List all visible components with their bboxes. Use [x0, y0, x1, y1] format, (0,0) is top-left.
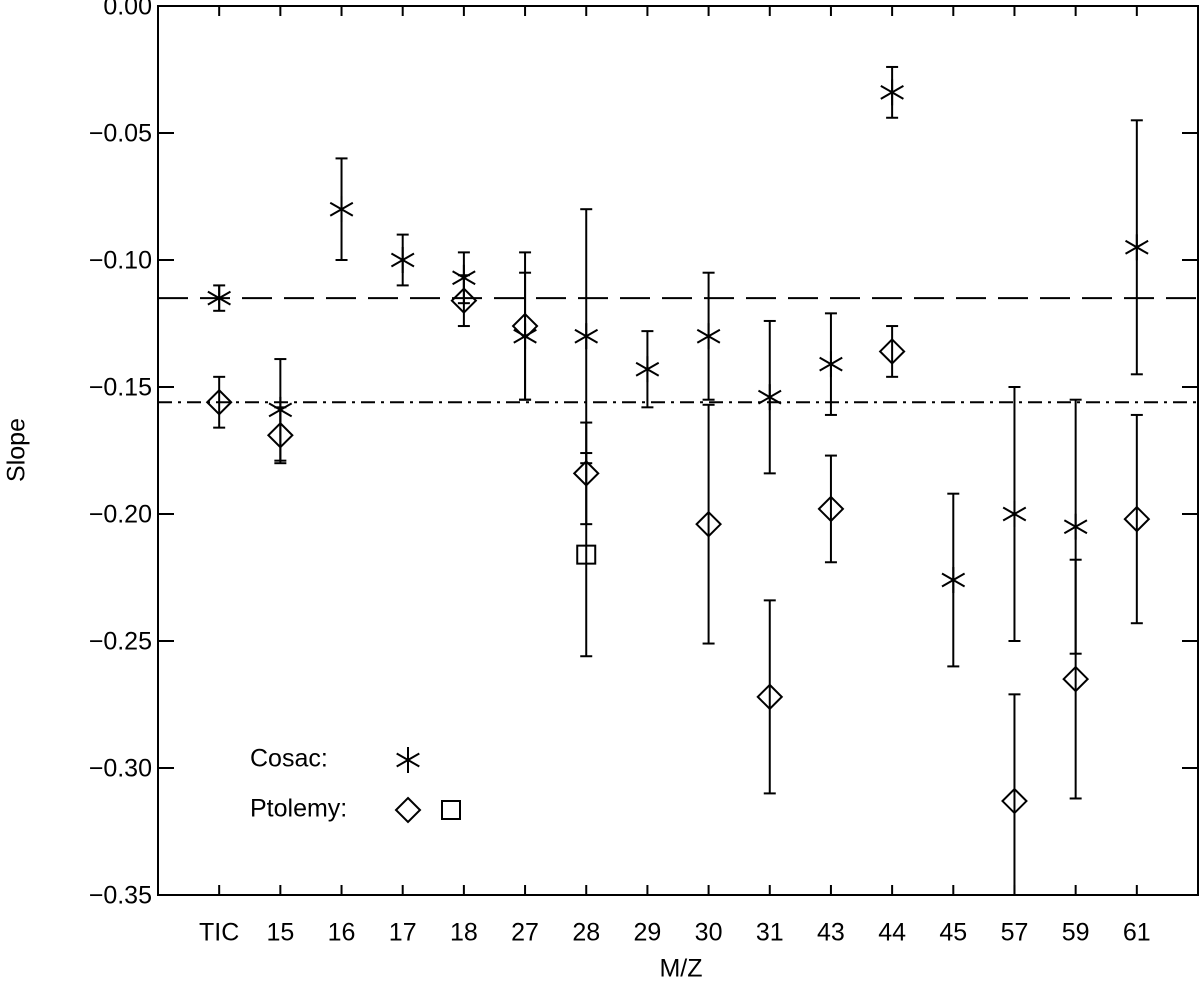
x-tick-label: 15: [266, 919, 294, 947]
asterisk-marker: [880, 79, 904, 106]
error-bar: [824, 454, 837, 564]
x-tick-label: 61: [1123, 919, 1151, 947]
asterisk-marker: [390, 247, 415, 273]
error-bar: [886, 325, 899, 378]
marker-stroke: [574, 328, 599, 344]
diamond-marker: [511, 312, 539, 340]
error-bar: [1130, 413, 1143, 625]
diamond-marker: [205, 388, 233, 416]
legend-symbol: [396, 747, 420, 773]
y-tick-label: −0.35: [89, 882, 152, 910]
marker-stroke: [207, 290, 231, 306]
marker-stroke: [329, 201, 354, 217]
asterisk-marker: [329, 196, 354, 223]
error-bar: [213, 375, 226, 429]
diamond-marker: [756, 683, 784, 711]
y-tick-label: −0.05: [89, 120, 152, 148]
x-axis-label: M/Z: [659, 955, 702, 983]
error-bar: [519, 251, 532, 401]
y-tick-label: −0.25: [89, 628, 152, 656]
y-axis-label: Slope: [3, 418, 31, 482]
marker-stroke: [1125, 239, 1149, 255]
x-tick-label: 57: [1001, 919, 1029, 947]
asterisk-marker: [207, 285, 231, 312]
diamond-marker: [1123, 505, 1151, 533]
error-bar: [1069, 558, 1082, 800]
x-tick-label: 27: [511, 919, 539, 947]
x-tick-label: TIC: [199, 919, 239, 947]
marker-stroke: [757, 389, 782, 405]
marker-stroke: [390, 252, 415, 268]
diamond-marker: [266, 421, 294, 449]
x-tick-label: 30: [695, 919, 723, 947]
x-tick-label: 43: [817, 919, 845, 947]
asterisk-marker: [1125, 234, 1149, 261]
asterisk-marker: [819, 351, 843, 378]
x-tick-label: 44: [878, 919, 906, 947]
square-marker: [576, 544, 597, 565]
diamond-marker: [450, 287, 478, 315]
y-tick-label: −0.30: [89, 755, 152, 783]
x-tick-label: 45: [939, 919, 967, 947]
x-tick-label: 28: [572, 919, 600, 947]
diamond-marker: [695, 510, 723, 538]
marker-stroke: [880, 84, 904, 100]
x-tick-label: 59: [1062, 919, 1090, 947]
legend-symbol: [394, 796, 422, 824]
asterisk-marker: [635, 356, 660, 383]
legend-symbol: [441, 800, 461, 820]
error-bar: [457, 274, 470, 328]
asterisk-marker: [1063, 513, 1088, 540]
asterisk-marker: [1002, 501, 1027, 527]
error-bar: [702, 403, 715, 645]
marker-stroke: [1063, 519, 1088, 535]
y-tick-label: −0.10: [89, 247, 152, 275]
marker-stroke: [941, 572, 966, 588]
error-bar: [580, 452, 593, 658]
x-tick-label: 31: [756, 919, 784, 947]
asterisk-marker: [574, 323, 599, 350]
asterisk-marker: [941, 567, 966, 594]
x-tick-label: 16: [328, 919, 356, 947]
x-tick-label: 17: [389, 919, 417, 947]
x-tick-label: 18: [450, 919, 478, 947]
error-bar: [1008, 693, 1021, 895]
plot-frame: [157, 5, 1199, 896]
error-bar: [274, 406, 287, 465]
diamond-marker: [878, 338, 906, 365]
y-tick-label: 0.00: [103, 0, 152, 21]
diamond-marker: [1062, 665, 1090, 693]
asterisk-marker: [757, 384, 782, 411]
legend-label: Cosac:: [250, 745, 328, 773]
marker-stroke: [696, 328, 721, 344]
y-tick-label: −0.20: [89, 501, 152, 529]
marker-stroke: [1002, 506, 1027, 522]
legend-label: Ptolemy:: [250, 795, 347, 823]
x-tick-label: 29: [634, 919, 662, 947]
error-bar: [763, 599, 776, 795]
marker-stroke: [819, 356, 843, 372]
marker-stroke: [635, 361, 660, 377]
marker-stroke: [396, 752, 420, 768]
diamond-marker: [1001, 787, 1028, 815]
asterisk-marker: [696, 323, 721, 350]
diamond-marker: [817, 495, 845, 523]
y-tick-label: −0.15: [89, 374, 152, 402]
